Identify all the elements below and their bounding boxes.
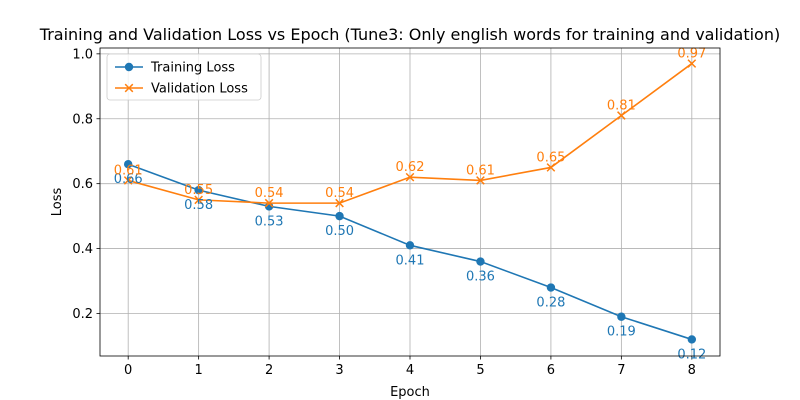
legend: Training Loss Validation Loss <box>106 53 262 101</box>
training-loss-data-label: 0.58 <box>184 198 213 213</box>
training-loss-point <box>123 159 133 169</box>
validation-loss-point <box>617 111 626 120</box>
training-loss-point <box>405 241 415 250</box>
training-loss-point <box>335 211 344 221</box>
validation-loss-data-label: 0.55 <box>184 183 213 198</box>
legend-validation-loss-label: Validation Loss <box>151 82 248 97</box>
validation-loss-point <box>405 172 415 182</box>
x-axis-label: Epoch <box>390 385 430 400</box>
training-loss-data-label: 0.19 <box>607 325 636 340</box>
validation-loss-point <box>264 198 274 208</box>
x-tick-label: 3 <box>335 363 343 378</box>
axes: 0 1 2 3 4 5 6 7 8 0.2 0.4 0.6 0.8 1.0 <box>72 47 696 378</box>
training-loss-data-label: 0.50 <box>325 224 354 239</box>
validation-loss-point <box>123 176 133 185</box>
training-loss-point <box>687 335 697 344</box>
y-tick-label: 0.4 <box>72 242 93 257</box>
y-axis-label: Loss <box>50 188 65 217</box>
x-tick-label: 2 <box>265 363 273 378</box>
training-loss-data-label: 0.66 <box>114 172 143 187</box>
series <box>123 59 697 344</box>
training-loss-point <box>546 283 556 292</box>
legend-box <box>106 53 262 101</box>
validation-loss-data-label: 0.61 <box>114 163 143 178</box>
training-loss-data-label: 0.41 <box>396 253 425 268</box>
validation-loss-point <box>546 163 556 172</box>
x-tick-label: 8 <box>688 363 696 378</box>
validation-loss-data-label: 0.61 <box>466 163 495 178</box>
validation-loss-data-label: 0.62 <box>396 160 425 175</box>
y-tick-label: 0.2 <box>72 307 93 322</box>
validation-loss-data-label: 0.65 <box>536 150 565 165</box>
validation-loss-point <box>687 59 697 68</box>
legend-validation-loss-marker <box>124 83 134 93</box>
x-tick-label: 0 <box>124 363 132 378</box>
validation-loss-point <box>476 176 485 185</box>
plot-frame <box>99 47 721 357</box>
validation-loss-data-label: 0.54 <box>255 186 284 201</box>
validation-loss-point <box>194 195 203 205</box>
training-loss-data-label: 0.53 <box>255 214 284 229</box>
legend-training-loss-label: Training Loss <box>150 61 235 76</box>
validation-loss-data-label: 0.97 <box>677 47 706 62</box>
y-tick-label: 1.0 <box>72 47 93 62</box>
training-loss-data-label: 0.28 <box>536 296 565 311</box>
chart-title: Training and Validation Loss vs Epoch (T… <box>39 25 780 44</box>
x-tick-label: 4 <box>406 363 414 378</box>
x-tick-label: 5 <box>476 363 484 378</box>
y-tick-label: 0.8 <box>72 112 93 127</box>
validation-loss-point <box>335 198 344 208</box>
validation-loss-data-label: 0.54 <box>325 186 354 201</box>
training-loss-point <box>194 185 203 195</box>
x-tick-label: 1 <box>194 363 202 378</box>
x-tick-label: 7 <box>617 363 625 378</box>
y-tick-label: 0.6 <box>72 177 93 192</box>
validation-loss-data-label: 0.81 <box>607 99 636 114</box>
training-loss-point <box>617 312 626 321</box>
training-loss-data-label: 0.12 <box>677 347 706 362</box>
training-loss-point <box>476 257 485 266</box>
data-labels: 0.66 0.58 0.53 0.50 0.41 0.36 0.28 0.19 0.12 0.61… <box>114 47 707 363</box>
x-tick-label: 6 <box>547 363 555 378</box>
training-loss-data-label: 0.36 <box>466 270 495 285</box>
legend-training-loss-marker <box>124 62 134 72</box>
